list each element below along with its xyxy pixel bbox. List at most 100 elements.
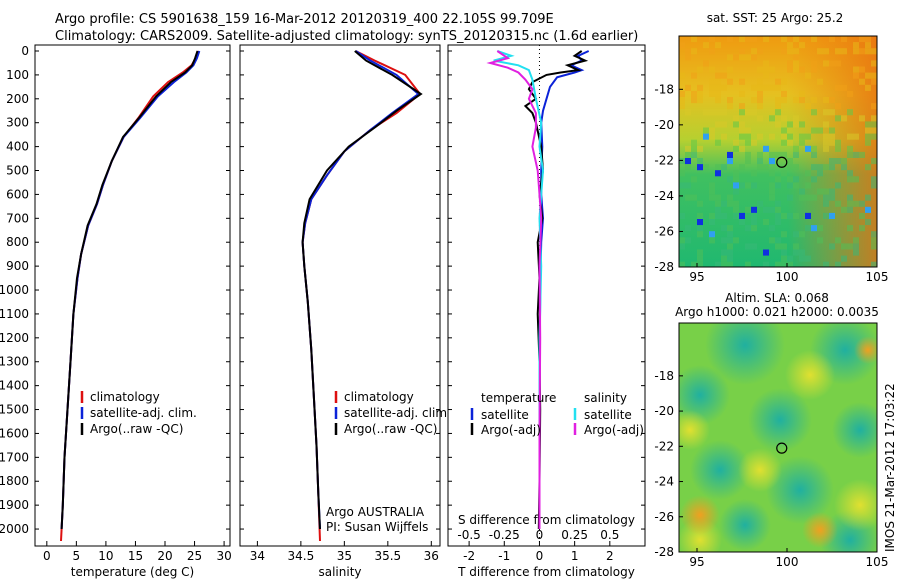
y-tick-label: 600 (6, 187, 29, 201)
y-tick-label: 1000 (0, 283, 29, 297)
map-y-tick-label: -18 (654, 369, 674, 383)
sst-image (679, 36, 877, 267)
map-x-tick-label: 105 (866, 555, 889, 569)
x-tick-label: 0 (43, 549, 51, 563)
axes-frame (34, 44, 231, 547)
series-line-argo-raw-qc- (60, 50, 199, 530)
legend-label: climatology (344, 390, 414, 404)
map-x-tick-label: 105 (866, 270, 889, 284)
y-tick-label: 1500 (0, 403, 29, 417)
x-tick-label: 15 (128, 549, 143, 563)
legend-label: Argo(-adj) (481, 423, 541, 437)
map-y-tick-label: -22 (654, 439, 674, 453)
x-tick-label: 35 (337, 549, 352, 563)
annotation-text: PI: Susan Wijffels (326, 520, 428, 534)
legend-label: satellite (584, 408, 632, 422)
top-axis-label: S difference from climatology (458, 513, 635, 527)
y-tick-label: 900 (6, 259, 29, 273)
top-tick-label: -0.5 (457, 528, 480, 542)
map-frame (678, 322, 878, 553)
x-tick-label: 0 (536, 549, 544, 563)
top-tick-label: 0.25 (561, 528, 588, 542)
y-tick-label: 1100 (0, 307, 29, 321)
y-tick-label: 2000 (0, 522, 29, 536)
map-y-tick-label: -24 (654, 189, 674, 203)
argo-float-marker (776, 442, 788, 454)
axes-frame (239, 44, 441, 547)
y-tick-label: 1600 (0, 426, 29, 440)
argo-float-marker (776, 156, 788, 168)
y-tick-label: 0 (21, 44, 29, 58)
y-tick-label: 1400 (0, 379, 29, 393)
map-y-tick-label: -28 (654, 260, 674, 274)
x-tick-label: 1 (571, 549, 579, 563)
sla-map-title: Altim. SLA: 0.068 (725, 291, 829, 305)
legend-label: satellite-adj. clim. (90, 406, 197, 420)
temperature-panel: 0100200300400500600700800900100011001200… (0, 44, 232, 579)
legend-title: salinity (584, 391, 627, 405)
x-tick-label: 34.5 (288, 549, 315, 563)
map-y-tick-label: -28 (654, 545, 674, 559)
y-tick-label: 1300 (0, 355, 29, 369)
series-line-argo-raw-qc- (301, 50, 423, 530)
sst-map: sat. SST: 25 Argo: 25.2 95 100 105 -18 -20 -22… (654, 11, 888, 284)
y-tick-label: 400 (6, 140, 29, 154)
header-line-1: Argo profile: CS 5901638_159 16-Mar-2012… (55, 12, 554, 27)
legend-title: temperature (481, 391, 556, 405)
y-tick-label: 1900 (0, 498, 29, 512)
legend-label: satellite-adj. clim. (344, 406, 451, 420)
top-tick-label: 0 (536, 528, 544, 542)
legend-label: satellite (481, 408, 529, 422)
map-x-tick-label: 95 (689, 270, 704, 284)
legend-label: Argo(..raw -QC) (90, 422, 183, 436)
x-tick-label: 35.5 (374, 549, 401, 563)
sla-image (679, 323, 877, 552)
x-axis-label: T difference from climatology (457, 565, 635, 579)
map-frame (678, 35, 878, 268)
y-tick-label: 800 (6, 235, 29, 249)
x-tick-label: 34 (250, 549, 265, 563)
difference-panel: -2 -1 0 1 2 T difference from climatology S di… (447, 44, 646, 579)
y-tick-label: 1700 (0, 450, 29, 464)
x-tick-label: 36 (424, 549, 439, 563)
axes-frame (447, 44, 646, 547)
y-tick-label: 200 (6, 92, 29, 106)
map-y-tick-label: -20 (654, 118, 674, 132)
x-tick-label: 30 (216, 549, 231, 563)
y-tick-label: 700 (6, 211, 29, 225)
salinity-panel: 34 34.5 35 35.5 36 salinity climatology satelli… (239, 44, 451, 579)
top-tick-label: 0.5 (600, 528, 619, 542)
map-y-tick-label: -18 (654, 82, 674, 96)
x-tick-label: -2 (463, 549, 475, 563)
y-tick-label: 1800 (0, 474, 29, 488)
x-axis-label: salinity (318, 565, 361, 579)
map-x-tick-label: 100 (776, 555, 799, 569)
y-tick-label: 500 (6, 164, 29, 178)
map-x-tick-label: 95 (689, 555, 704, 569)
x-tick-label: -1 (498, 549, 510, 563)
map-x-tick-label: 100 (776, 270, 799, 284)
legend-label: Argo(..raw -QC) (344, 422, 437, 436)
annotation-text: Argo AUSTRALIA (326, 505, 425, 519)
y-tick-label: 100 (6, 68, 29, 82)
x-axis-label: temperature (deg C) (71, 565, 194, 579)
series-line-temperature-argo-adj- (523, 50, 589, 530)
y-tick-label: 1200 (0, 331, 29, 345)
header-line-2: Climatology: CARS2009. Satellite-adjuste… (55, 29, 639, 44)
x-tick-label: 5 (73, 549, 81, 563)
y-tick-label: 300 (6, 116, 29, 130)
x-tick-label: 20 (157, 549, 172, 563)
x-tick-label: 25 (187, 549, 202, 563)
top-tick-label: -0.25 (489, 528, 520, 542)
map-y-tick-label: -26 (654, 510, 674, 524)
sst-map-title: sat. SST: 25 Argo: 25.2 (707, 11, 844, 25)
series-line-salinity-argo-adj- (486, 50, 543, 529)
map-y-tick-label: -20 (654, 404, 674, 418)
legend-label: Argo(-adj) (584, 423, 644, 437)
map-y-tick-label: -22 (654, 153, 674, 167)
x-tick-label: 2 (606, 549, 614, 563)
x-tick-label: 10 (98, 549, 113, 563)
legend-label: climatology (90, 390, 160, 404)
